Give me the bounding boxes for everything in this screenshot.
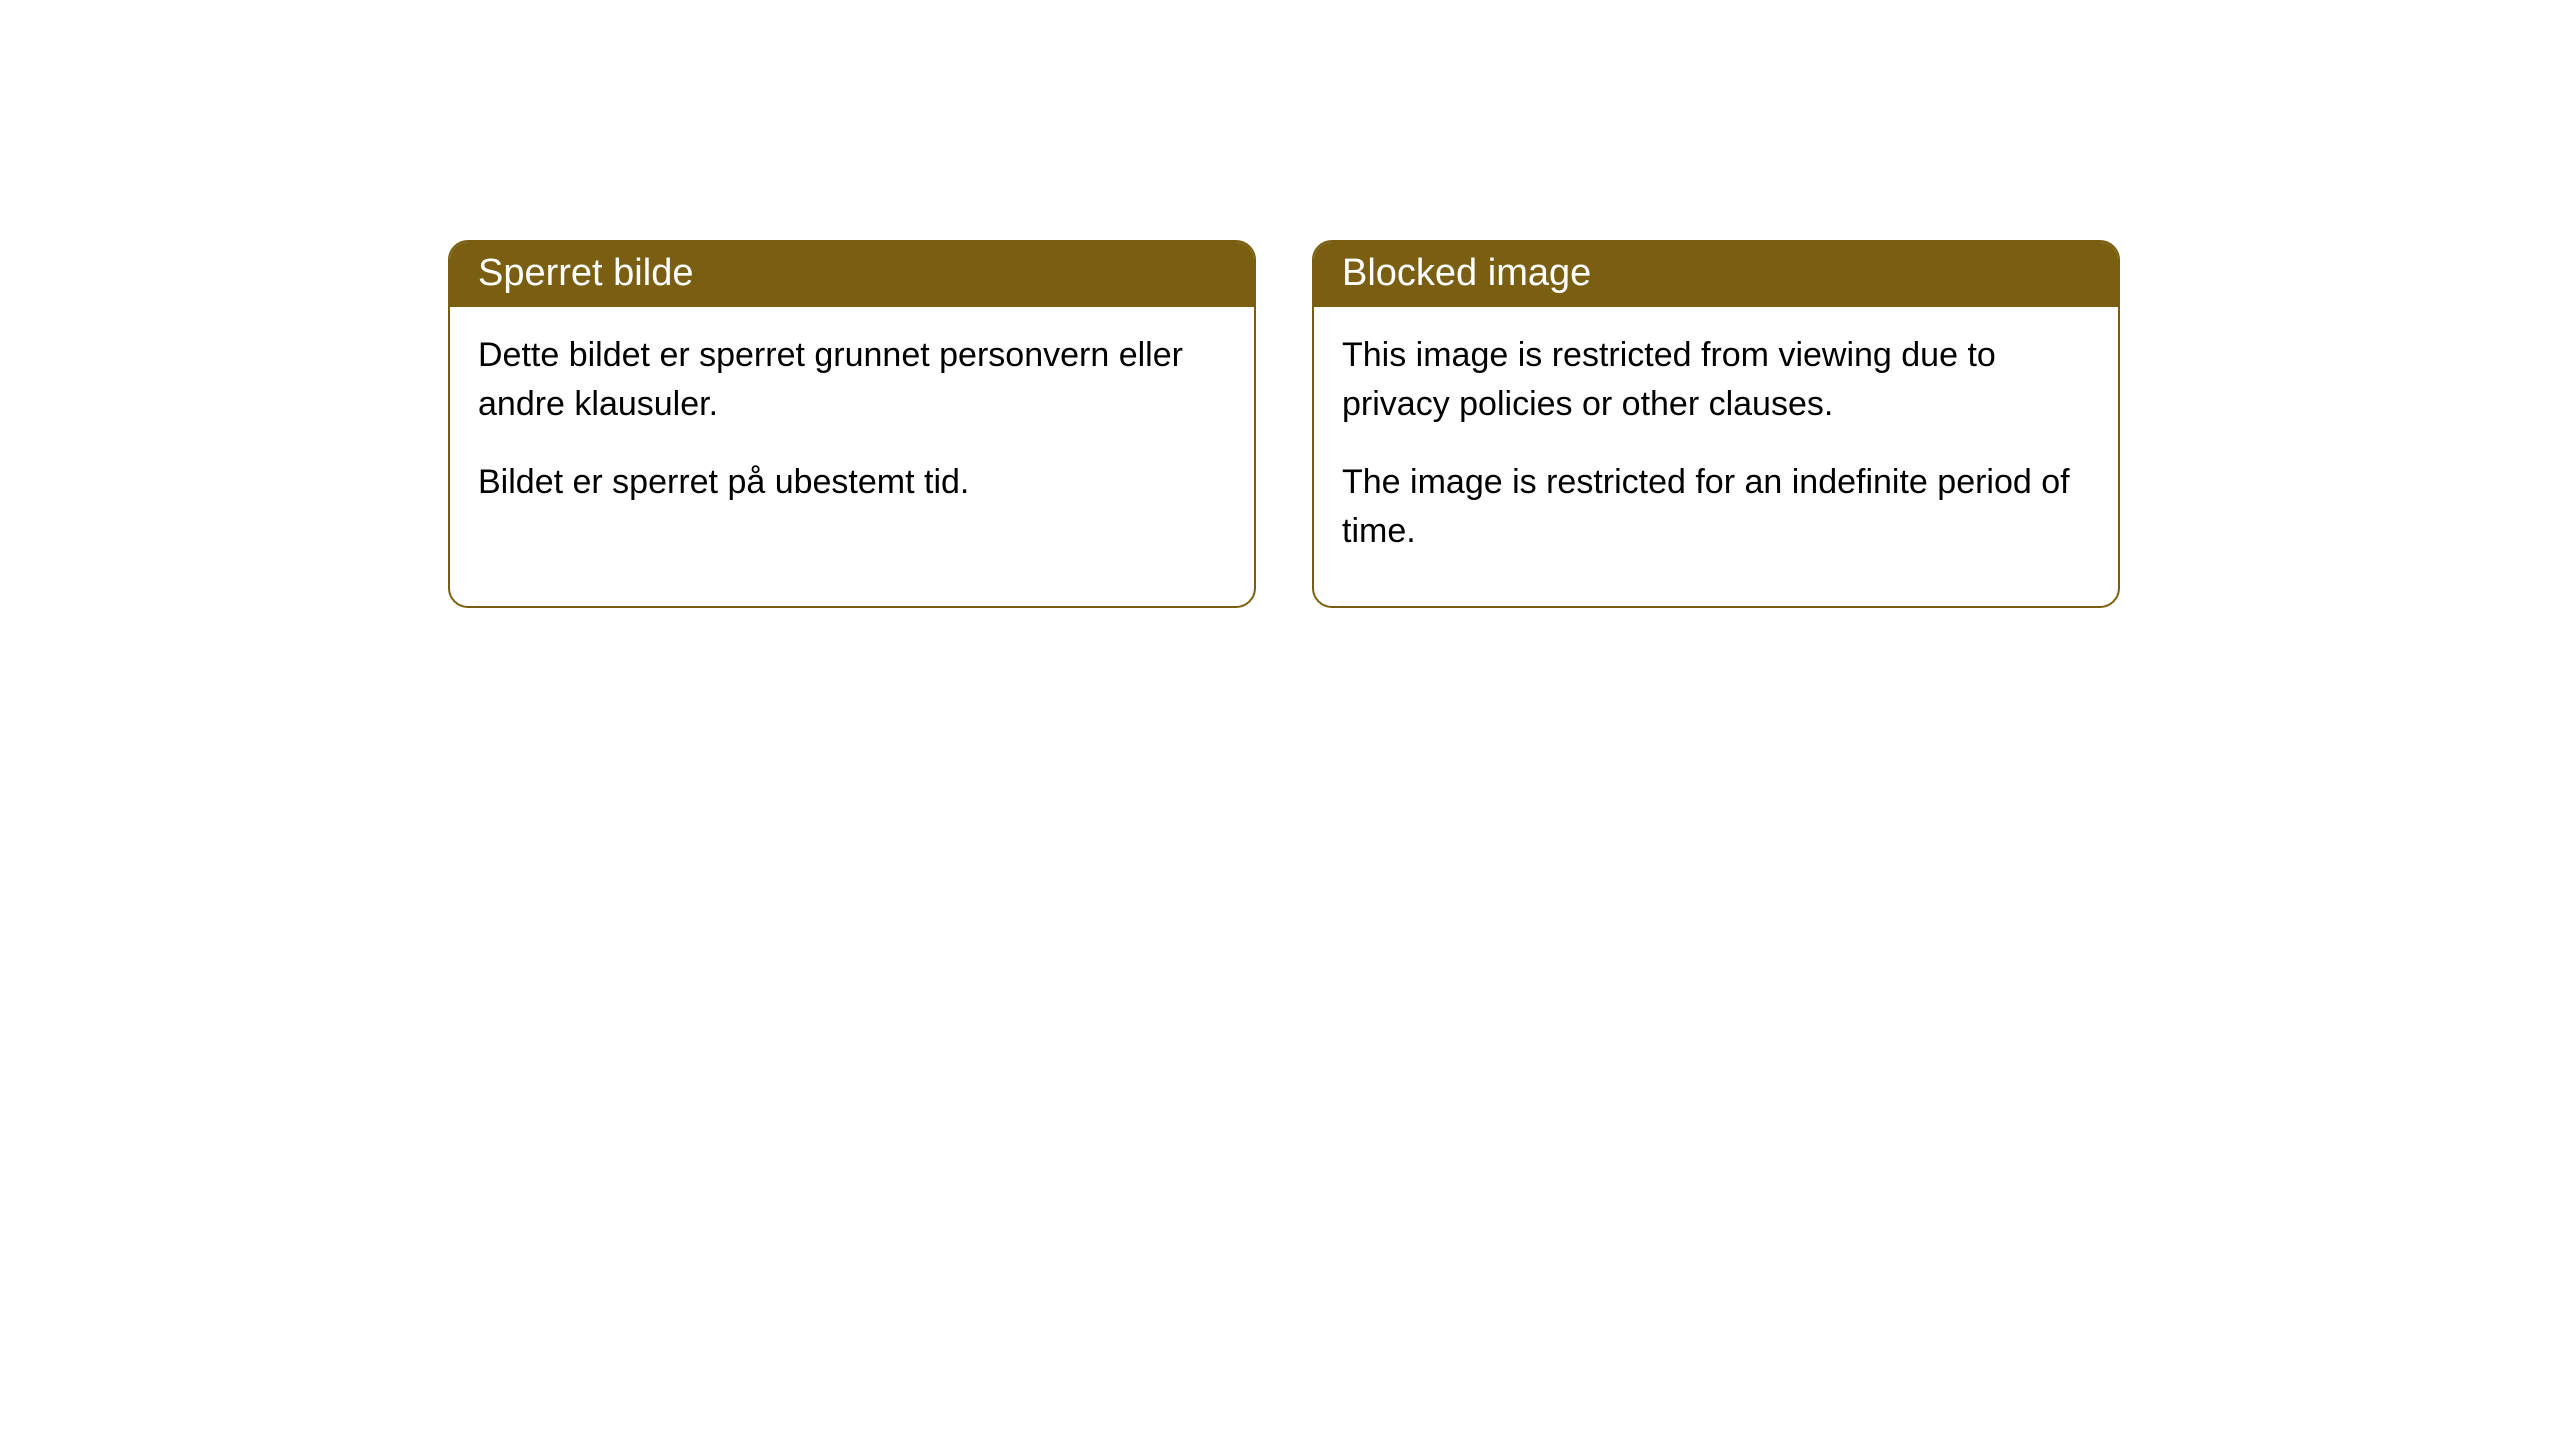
notice-card-english: Blocked image This image is restricted f… bbox=[1312, 240, 2120, 608]
card-paragraph: Bildet er sperret på ubestemt tid. bbox=[478, 458, 1226, 507]
notice-cards-container: Sperret bilde Dette bildet er sperret gr… bbox=[448, 240, 2120, 608]
card-header: Blocked image bbox=[1314, 242, 2118, 307]
card-header: Sperret bilde bbox=[450, 242, 1254, 307]
notice-card-norwegian: Sperret bilde Dette bildet er sperret gr… bbox=[448, 240, 1256, 608]
card-paragraph: The image is restricted for an indefinit… bbox=[1342, 458, 2090, 557]
card-title: Sperret bilde bbox=[478, 252, 693, 294]
card-body: Dette bildet er sperret grunnet personve… bbox=[450, 307, 1254, 557]
card-body: This image is restricted from viewing du… bbox=[1314, 307, 2118, 606]
card-paragraph: This image is restricted from viewing du… bbox=[1342, 331, 2090, 430]
card-paragraph: Dette bildet er sperret grunnet personve… bbox=[478, 331, 1226, 430]
card-title: Blocked image bbox=[1342, 252, 1591, 294]
